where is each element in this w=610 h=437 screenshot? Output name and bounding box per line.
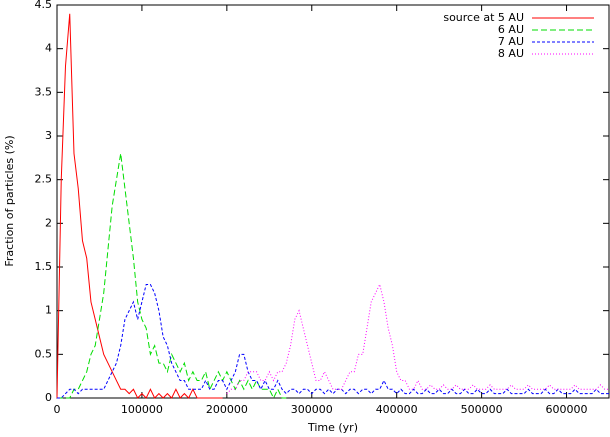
- x-tick-label: 0: [54, 403, 61, 416]
- x-tick-label: 600000: [546, 403, 588, 416]
- series-line: [57, 283, 609, 399]
- x-tick-label: 200000: [206, 403, 248, 416]
- y-tick-label: 4.5: [35, 0, 53, 11]
- x-tick-label: 400000: [376, 403, 418, 416]
- x-axis-title: Time (yr): [307, 421, 358, 434]
- legend-label: source at 5 AU: [443, 11, 524, 24]
- y-tick-label: 4: [45, 42, 52, 55]
- y-axis-title: Fraction of particles (%): [3, 135, 16, 266]
- legend-label: 7 AU: [498, 35, 524, 48]
- y-tick-label: 3: [45, 129, 52, 142]
- series-line: [56, 13, 223, 399]
- y-tick-label: 2: [45, 216, 52, 229]
- y-tick-label: 3.5: [35, 85, 53, 98]
- series-line: [226, 282, 609, 394]
- series-line: [57, 153, 287, 400]
- y-tick-label: 0.5: [35, 347, 53, 360]
- plot-border: [56, 4, 610, 399]
- x-tick-label: 100000: [121, 403, 163, 416]
- x-tick-label: 500000: [461, 403, 503, 416]
- y-tick-label: 1: [45, 304, 52, 317]
- x-tick-label: 300000: [291, 403, 333, 416]
- legend-label: 8 AU: [498, 47, 524, 60]
- y-tick-label: 2.5: [35, 173, 53, 186]
- legend-label: 6 AU: [498, 23, 524, 36]
- y-tick-label: 1.5: [35, 260, 53, 273]
- y-tick-label: 0: [45, 391, 52, 404]
